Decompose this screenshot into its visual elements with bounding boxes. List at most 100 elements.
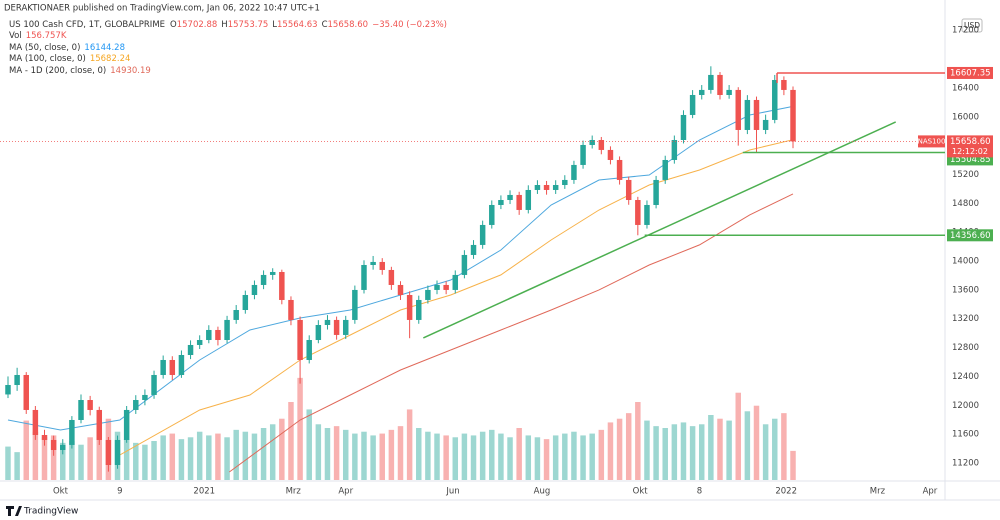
candle-body [196,340,203,345]
volume-bar [206,435,212,480]
plot-area [5,66,897,480]
candle-body [370,261,376,265]
volume-bar [169,433,176,480]
candle-body [461,254,468,275]
volume-bar [516,428,522,480]
x-tick-label: Mrz [870,487,886,497]
volume-bar [489,429,495,480]
candle-body [352,289,358,320]
volume-bar [269,424,276,480]
candle-body [78,400,84,420]
countdown-label: 12:12:02 [952,147,988,156]
candle-body [516,194,522,210]
volume-bar [525,435,532,480]
symbol-label: NAS100 [918,137,946,145]
volume-bar [762,424,769,480]
candle-body [452,274,459,290]
candle-body [142,394,148,401]
volume-bar [133,442,139,480]
candle-body [416,299,422,320]
legend-volume: Vol 156.757K [9,31,67,41]
moving-average-line [119,139,794,456]
volume-bar [41,437,48,480]
volume-bar [306,409,312,480]
level-price-box [947,229,993,242]
volume-bar [644,420,650,480]
volume-bar [625,413,632,480]
x-tick-label: 2021 [193,487,215,497]
candle-body [388,269,395,285]
volume-bar [142,444,148,480]
volume-bar [534,437,541,480]
currency-box[interactable] [961,18,983,33]
candle-body [123,409,130,440]
candle-body [781,79,787,90]
candle-body [297,319,303,360]
candle-body [333,319,340,335]
volume-bar [479,431,486,480]
volume-bar [616,418,623,480]
y-tick-label: 14800 [952,199,979,209]
y-tick-label: 13600 [952,285,979,295]
candle-body [479,224,486,245]
candle-body [215,329,221,341]
published-note: DERAKTIONAER published on TradingView.co… [4,4,320,14]
volume-bar [781,413,787,480]
candle-body [625,179,632,201]
volume-bar [324,428,331,480]
volume-bar [96,428,103,480]
candle-body [470,244,477,255]
x-tick-label: Apr [338,487,353,497]
candle-body [598,139,605,150]
currency[interactable]: USD [964,21,980,30]
candle-body [23,374,29,410]
volume-bar [772,418,778,480]
x-tick-label: 8 [697,487,702,497]
volume-bar [744,411,751,480]
candle-body [680,114,687,140]
candle-body [114,439,121,465]
candle-body [562,179,568,186]
volume-bar [78,444,84,480]
brand: TradingView [23,507,78,517]
candle-body [96,409,103,440]
candle-body [160,359,166,375]
volume-bar [87,437,93,480]
volume-bar [726,420,732,480]
candle-body [342,319,349,335]
y-tick-label: 17200 [952,26,979,36]
volume-bar [14,452,20,480]
volume-bar [315,424,322,480]
candle-body [671,139,678,160]
candle-body [689,94,696,115]
candle-body [251,284,258,295]
last-price-box [947,135,993,158]
volume-bar [23,420,29,480]
volume-bar [388,429,395,480]
volume-bar [196,431,203,480]
volume-bar [406,409,413,480]
candle-body [708,74,714,90]
candle-body [762,119,769,130]
volume-bar [279,418,285,480]
candle-body [616,159,623,180]
volume-bar [680,422,687,480]
y-tick-label: 15200 [952,170,979,180]
symbol-box [918,135,945,148]
volume-bar [589,433,595,480]
level-price-box [947,66,993,79]
volume-bar [297,377,303,480]
x-tick-label: Aug [534,487,551,497]
candle-body [534,185,541,190]
candle-body [772,79,778,120]
y-tick-label: 12800 [952,343,979,353]
volume-bar [361,431,367,480]
candle-body [653,179,659,205]
x-tick-label: 2022 [775,487,797,497]
candle-body [434,284,440,290]
volume-bar [352,433,358,480]
level-price-label: 16607.35 [950,68,991,78]
candle-body [571,164,577,180]
volume-bar [178,439,185,480]
volume-bar [580,435,586,480]
